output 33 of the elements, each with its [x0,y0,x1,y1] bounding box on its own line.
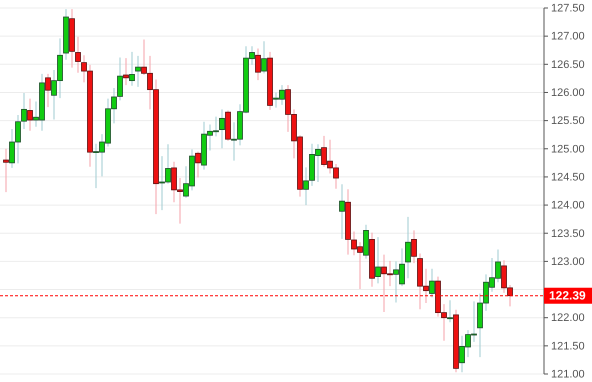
y-tick-label: 127.00 [551,30,585,43]
candlestick [411,230,417,264]
candlestick [375,236,381,284]
y-tick-label: 123.00 [551,256,585,268]
candlestick [255,48,261,81]
y-tick-label: 121.50 [551,340,585,352]
y-tick-label: 122.00 [551,312,585,324]
candlestick [339,184,345,240]
y-tick-label: 124.50 [551,171,585,184]
candlestick [219,108,225,149]
y-tick-label: 124.00 [551,200,585,212]
y-tick-label: 126.00 [551,86,585,99]
y-tick-label: 125.50 [551,115,585,128]
candlestick [405,216,411,279]
candlestick [135,55,141,88]
y-tick-label: 125.00 [551,143,585,156]
candlestick [261,40,267,74]
candlestick [195,151,201,178]
candlestick [129,51,135,86]
candlestick [3,148,9,193]
y-tick-label: 126.50 [551,58,585,71]
candlestick [303,166,309,206]
candlestick [21,92,27,130]
candlestick [27,98,33,132]
candlestick [45,73,51,108]
y-tick-label: 121.00 [551,368,585,381]
candlestick [75,36,81,74]
candlestick [447,300,453,323]
y-tick-label: 123.50 [551,228,585,240]
y-tick-label: 127.50 [551,2,585,15]
candlestick [429,268,435,298]
candlestick [123,58,129,86]
ref-line-label: 122.39 [549,288,586,303]
